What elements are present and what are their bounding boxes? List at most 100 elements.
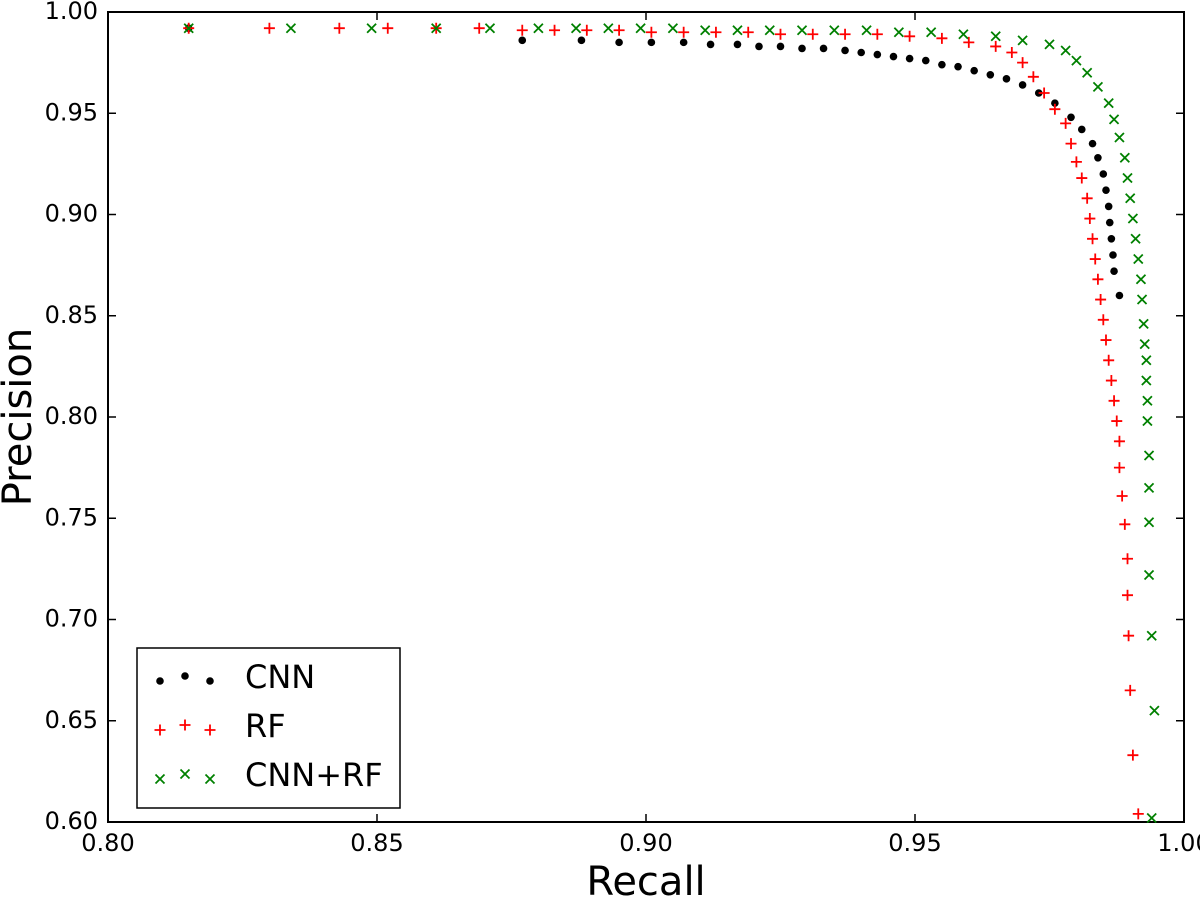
legend-marker: [156, 677, 164, 685]
data-point: [1107, 235, 1116, 243]
y-tick-label: 0.85: [45, 301, 98, 329]
data-point: [1070, 156, 1082, 168]
data-point: [1065, 138, 1077, 150]
data-point: [921, 56, 930, 65]
data-point: [645, 26, 657, 38]
data-point: [1116, 490, 1128, 502]
legend-marker: [154, 724, 166, 736]
data-point: [1109, 251, 1117, 259]
data-point: [1097, 314, 1109, 326]
y-tick-label: 0.75: [45, 503, 98, 531]
data-point: [893, 27, 904, 38]
y-tick-label: 0.60: [45, 807, 98, 835]
data-point: [1027, 71, 1039, 83]
data-point: [678, 26, 690, 38]
data-point: [938, 60, 946, 69]
data-point: [484, 23, 496, 34]
data-point: [1104, 202, 1113, 211]
data-point: [667, 23, 679, 34]
data-point: [1136, 294, 1148, 305]
data-point: [1089, 253, 1101, 265]
data-point: [1082, 67, 1093, 78]
data-point: [1092, 273, 1104, 285]
data-point: [518, 36, 527, 45]
data-point: [1038, 87, 1050, 99]
data-point: [889, 52, 898, 61]
legend-marker: [179, 768, 191, 780]
data-point: [1103, 97, 1114, 109]
data-point: [1094, 154, 1102, 162]
data-point: [1060, 45, 1071, 56]
data-point: [742, 26, 754, 38]
data-point: [1141, 355, 1152, 366]
data-point: [1110, 267, 1118, 276]
data-point: [905, 54, 914, 63]
y-tick-label: 0.95: [45, 98, 98, 126]
data-point: [775, 28, 786, 40]
data-point: [776, 42, 785, 51]
data-point: [796, 25, 808, 36]
data-point: [285, 23, 297, 34]
data-point: [263, 22, 275, 34]
x-tick-label: 0.85: [350, 829, 403, 857]
data-point: [926, 27, 937, 38]
legend-marker: [204, 773, 216, 785]
data-point: [366, 23, 377, 34]
data-point: [1135, 274, 1147, 285]
data-point: [839, 28, 851, 40]
data-point: [1049, 103, 1061, 115]
data-point: [1108, 395, 1120, 407]
data-point: [954, 62, 962, 71]
data-point: [1119, 518, 1131, 530]
data-point: [710, 26, 722, 38]
x-tick-label: 0.95: [888, 829, 941, 857]
data-point: [990, 31, 1001, 42]
data-point: [871, 28, 883, 40]
x-tick-label: 0.90: [619, 829, 672, 857]
y-tick-label: 0.70: [45, 605, 98, 633]
data-point: [1124, 684, 1136, 696]
data-point: [1051, 99, 1059, 107]
data-point: [1084, 213, 1096, 225]
data-point: [1087, 233, 1099, 245]
data-point: [1081, 192, 1093, 204]
data-point: [1143, 450, 1155, 461]
data-point: [1122, 553, 1134, 565]
data-point: [1122, 589, 1134, 601]
data-point: [1105, 375, 1117, 387]
data-point: [1149, 705, 1160, 716]
data-point: [841, 46, 849, 55]
y-tick-label: 0.90: [45, 200, 98, 228]
data-point: [1103, 354, 1115, 366]
data-point: [647, 38, 656, 47]
data-point: [533, 23, 544, 34]
data-point: [1133, 253, 1144, 265]
data-point: [700, 25, 711, 36]
data-point: [1127, 749, 1139, 761]
legend-marker: [154, 773, 166, 785]
data-point: [1113, 462, 1125, 474]
data-point: [1141, 375, 1152, 386]
data-point: [1146, 630, 1157, 641]
data-point: [1123, 630, 1135, 642]
y-tick-label: 0.65: [45, 706, 98, 734]
legend-marker: [204, 724, 216, 736]
data-point: [1099, 170, 1108, 178]
legend-label: RF: [245, 707, 286, 745]
data-point: [1119, 152, 1130, 163]
data-point: [986, 70, 995, 79]
data-point: [1111, 415, 1123, 427]
data-point: [1071, 55, 1082, 66]
data-point: [706, 40, 715, 49]
data-point: [1108, 114, 1120, 125]
data-point: [1060, 117, 1072, 129]
data-point: [679, 38, 688, 47]
data-point: [1102, 186, 1110, 194]
data-point: [1139, 338, 1150, 350]
data-point: [1067, 113, 1075, 122]
data-point: [1088, 139, 1097, 148]
data-point: [970, 66, 978, 75]
x-tick-label: 1.00: [1157, 829, 1200, 857]
data-point: [733, 40, 742, 49]
